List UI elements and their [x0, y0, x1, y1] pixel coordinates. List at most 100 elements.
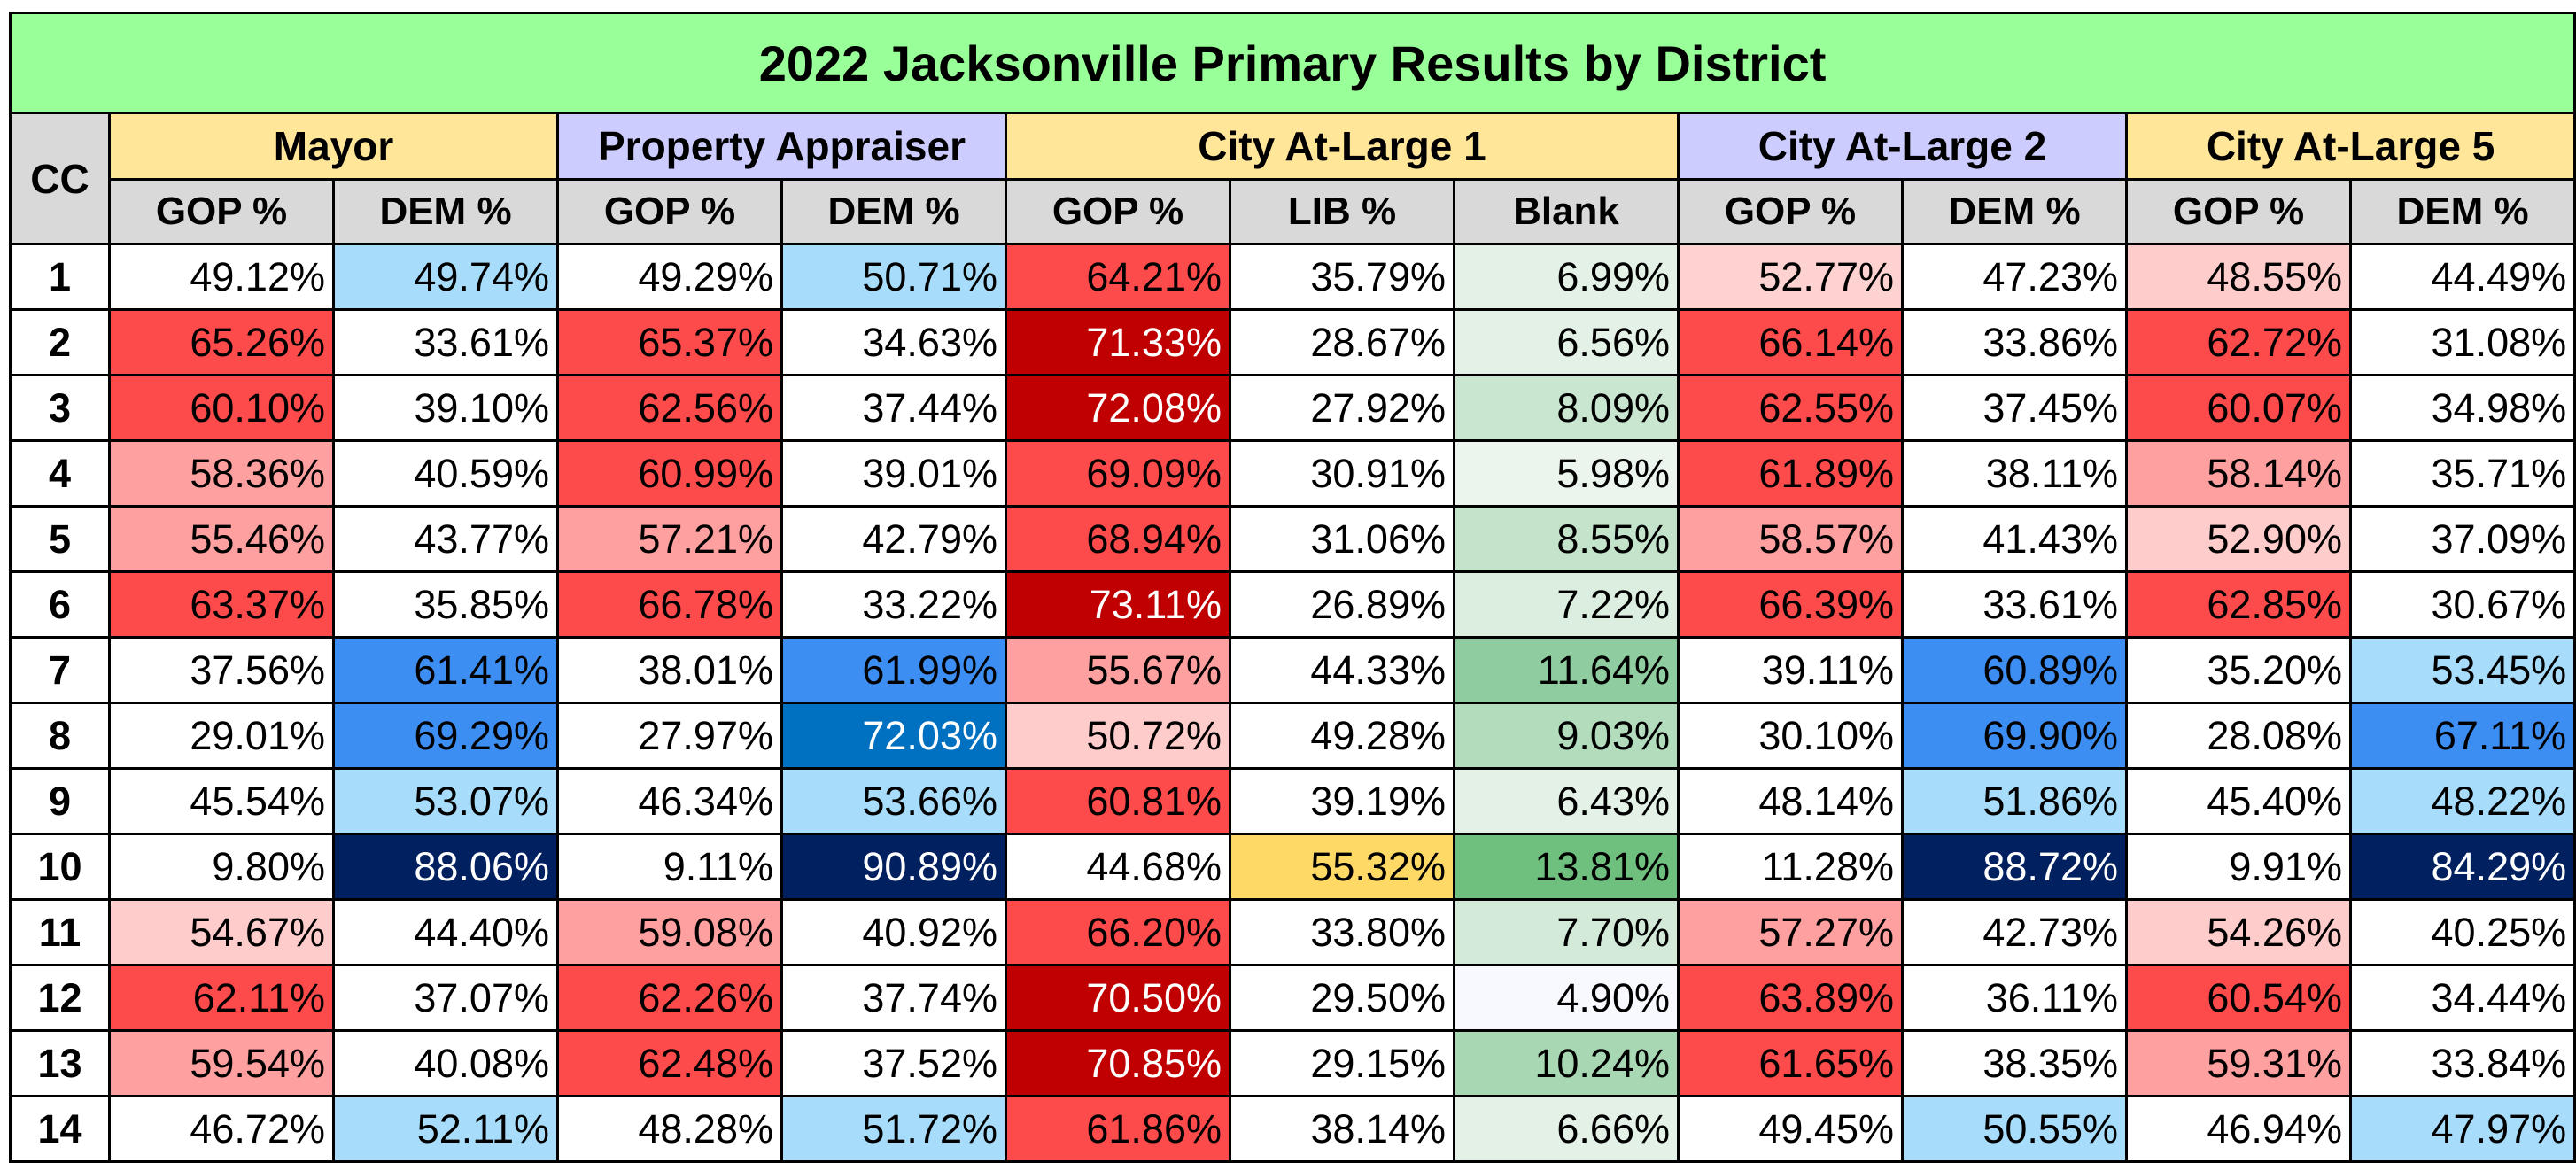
result-cell: 59.08% — [556, 898, 783, 966]
result-cell: 62.72% — [2125, 308, 2352, 376]
result-cell: 44.68% — [1005, 833, 1231, 901]
result-cell: 35.71% — [2348, 439, 2576, 508]
result-cell: 5.98% — [1453, 439, 1680, 508]
result-cell: 63.37% — [108, 570, 335, 639]
result-cell: 39.01% — [780, 439, 1007, 508]
result-cell: 60.07% — [2125, 374, 2352, 442]
party-column-header: Blank — [1453, 178, 1680, 245]
table-row: 1 49.12% 49.74% 49.29% 50.71% 64.21% 35.79% 6.9… — [9, 243, 2576, 311]
result-cell: 37.07% — [332, 964, 559, 1032]
result-cell: 58.14% — [2125, 439, 2352, 508]
result-cell: 61.41% — [332, 636, 559, 704]
result-cell: 6.99% — [1453, 243, 1680, 311]
result-cell: 65.26% — [108, 308, 335, 376]
result-cell: 33.86% — [1901, 308, 2128, 376]
result-cell: 69.90% — [1901, 702, 2128, 770]
result-cell: 30.10% — [1677, 702, 1904, 770]
table-row: 6 63.37% 35.85% 66.78% 33.22% 73.11% 26.89% 7.2… — [9, 570, 2576, 639]
result-cell: 72.08% — [1005, 374, 1231, 442]
cc-header: CC — [9, 112, 111, 245]
district-number: 7 — [9, 636, 111, 704]
result-cell: 7.22% — [1453, 570, 1680, 639]
result-cell: 37.56% — [108, 636, 335, 704]
result-cell: 48.55% — [2125, 243, 2352, 311]
result-cell: 49.28% — [1229, 702, 1455, 770]
result-cell: 44.49% — [2348, 243, 2576, 311]
result-cell: 29.01% — [108, 702, 335, 770]
party-column-header: GOP % — [2125, 178, 2352, 245]
table-title: 2022 Jacksonville Primary Results by Dis… — [8, 12, 2576, 114]
race-header: City At-Large 2 — [1677, 112, 2128, 181]
result-cell: 34.44% — [2348, 964, 2576, 1032]
result-cell: 9.11% — [556, 833, 783, 901]
result-cell: 13.81% — [1453, 833, 1680, 901]
result-cell: 61.86% — [1005, 1095, 1231, 1163]
result-cell: 38.01% — [556, 636, 783, 704]
result-cell: 60.81% — [1005, 767, 1231, 835]
result-cell: 70.50% — [1005, 964, 1231, 1032]
result-cell: 69.09% — [1005, 439, 1231, 508]
result-cell: 59.31% — [2125, 1029, 2352, 1097]
result-cell: 46.72% — [108, 1095, 335, 1163]
result-cell: 33.61% — [1901, 570, 2128, 639]
table-row: 8 29.01% 69.29% 27.97% 72.03% 50.72% 49.28% 9.0… — [9, 702, 2576, 770]
result-cell: 30.67% — [2348, 570, 2576, 639]
result-cell: 4.90% — [1453, 964, 1680, 1032]
result-cell: 37.44% — [780, 374, 1007, 442]
party-column-header: GOP % — [1677, 178, 1904, 245]
result-cell: 38.14% — [1229, 1095, 1455, 1163]
result-cell: 57.21% — [556, 505, 783, 573]
result-cell: 6.56% — [1453, 308, 1680, 376]
result-cell: 39.11% — [1677, 636, 1904, 704]
result-cell: 50.55% — [1901, 1095, 2128, 1163]
table-row: 5 55.46% 43.77% 57.21% 42.79% 68.94% 31.06% 8.5… — [9, 505, 2576, 573]
result-cell: 29.50% — [1229, 964, 1455, 1032]
result-cell: 28.08% — [2125, 702, 2352, 770]
result-cell: 59.54% — [108, 1029, 335, 1097]
result-cell: 6.66% — [1453, 1095, 1680, 1163]
result-cell: 48.28% — [556, 1095, 783, 1163]
table-row: 4 58.36% 40.59% 60.99% 39.01% 69.09% 30.91% 5.9… — [9, 439, 2576, 508]
result-cell: 60.10% — [108, 374, 335, 442]
result-cell: 57.27% — [1677, 898, 1904, 966]
result-cell: 41.43% — [1901, 505, 2128, 573]
district-number: 2 — [9, 308, 111, 376]
result-cell: 49.74% — [332, 243, 559, 311]
result-cell: 46.34% — [556, 767, 783, 835]
table-row: 12 62.11% 37.07% 62.26% 37.74% 70.50% 29.50% 4.… — [9, 964, 2576, 1032]
result-cell: 38.35% — [1901, 1029, 2128, 1097]
result-cell: 49.29% — [556, 243, 783, 311]
result-cell: 44.33% — [1229, 636, 1455, 704]
result-cell: 84.29% — [2348, 833, 2576, 901]
result-cell: 43.77% — [332, 505, 559, 573]
result-cell: 58.36% — [108, 439, 335, 508]
result-cell: 27.92% — [1229, 374, 1455, 442]
result-cell: 67.11% — [2348, 702, 2576, 770]
party-column-header: DEM % — [780, 178, 1007, 245]
result-cell: 28.67% — [1229, 308, 1455, 376]
result-cell: 61.65% — [1677, 1029, 1904, 1097]
result-cell: 66.39% — [1677, 570, 1904, 639]
result-cell: 40.59% — [332, 439, 559, 508]
result-cell: 6.43% — [1453, 767, 1680, 835]
result-cell: 90.89% — [780, 833, 1007, 901]
district-number: 14 — [9, 1095, 111, 1163]
result-cell: 51.86% — [1901, 767, 2128, 835]
result-cell: 55.67% — [1005, 636, 1231, 704]
result-cell: 47.97% — [2348, 1095, 2576, 1163]
table-row: 14 46.72% 52.11% 48.28% 51.72% 61.86% 38.14% 6.… — [9, 1095, 2576, 1163]
result-cell: 9.03% — [1453, 702, 1680, 770]
result-cell: 37.52% — [780, 1029, 1007, 1097]
result-cell: 7.70% — [1453, 898, 1680, 966]
result-cell: 62.11% — [108, 964, 335, 1032]
result-cell: 42.73% — [1901, 898, 2128, 966]
result-cell: 54.67% — [108, 898, 335, 966]
table-row: 10 9.80% 88.06% 9.11% 90.89% 44.68% 55.32% 13.8… — [9, 833, 2576, 901]
result-cell: 61.89% — [1677, 439, 1904, 508]
result-cell: 48.14% — [1677, 767, 1904, 835]
result-cell: 62.85% — [2125, 570, 2352, 639]
district-number: 6 — [9, 570, 111, 639]
district-number: 8 — [9, 702, 111, 770]
result-cell: 62.56% — [556, 374, 783, 442]
district-number: 1 — [9, 243, 111, 311]
